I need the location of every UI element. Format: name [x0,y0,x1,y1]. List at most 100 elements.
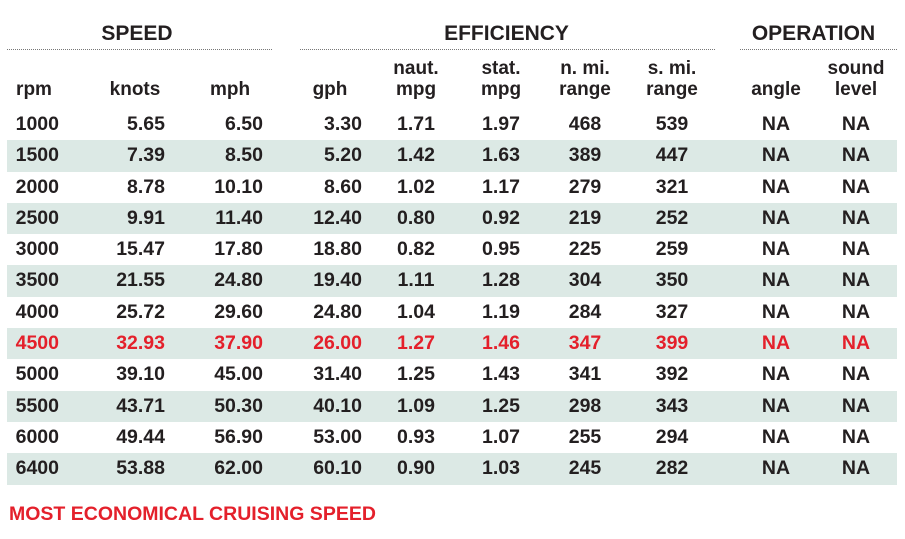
header-rpm: rpm [16,79,52,100]
cell-rpm: 6400 [15,457,59,480]
cell-nmi-range: 284 [568,300,602,323]
cell-gph: 60.10 [313,457,362,480]
cell-smi-range: 392 [655,363,689,386]
cell-nmi-range: 341 [568,363,602,386]
cell-sound: NA [841,394,871,417]
cell-angle: NA [761,175,791,198]
cell-naut-mpg: 0.82 [397,238,435,261]
cell-sound: NA [841,332,871,355]
cell-sound: NA [841,238,871,261]
cell-naut-mpg: 0.80 [397,206,435,229]
cell-stat-mpg: 1.43 [482,363,520,386]
cell-stat-mpg: 1.28 [482,269,520,292]
cell-stat-mpg: 1.46 [482,332,520,355]
header-naut-mpg: naut. mpg [393,58,439,100]
cell-naut-mpg: 1.25 [397,363,435,386]
cell-mph: 11.40 [215,206,263,229]
cell-rpm: 6000 [15,425,59,448]
cell-stat-mpg: 1.07 [482,425,520,448]
cell-stat-mpg: 0.92 [482,206,520,229]
table-row: 3500 21.55 24.80 19.40 1.11 1.28 304 350 NA NA [7,265,897,297]
cell-sound: NA [841,269,871,292]
cell-knots: 32.93 [116,332,165,355]
cell-nmi-range: 389 [568,144,602,167]
cell-nmi-range: 298 [568,394,602,417]
cell-nmi-range: 255 [568,425,602,448]
cell-mph: 50.30 [214,394,263,417]
cell-naut-mpg: 1.11 [397,269,435,292]
cell-naut-mpg: 1.27 [397,332,435,355]
cell-naut-mpg: 1.02 [397,175,435,198]
cell-smi-range: 399 [655,332,689,355]
cell-rpm: 4500 [15,332,59,355]
cell-smi-range: 327 [655,300,689,323]
cell-knots: 7.39 [127,144,165,167]
cell-smi-range: 539 [655,113,689,135]
cell-mph: 24.80 [214,269,263,292]
cell-naut-mpg: 1.42 [397,144,435,167]
cell-sound: NA [841,457,871,480]
cell-nmi-range: 245 [568,457,602,480]
cell-knots: 15.47 [116,238,165,261]
header-sound-level: sound level [827,58,885,100]
cell-nmi-range: 225 [568,238,602,261]
cell-naut-mpg: 0.90 [397,457,435,480]
table-row: 5000 39.10 45.00 31.40 1.25 1.43 341 392 NA NA [7,359,897,390]
cell-rpm: 2000 [15,175,59,198]
table-row: 3000 15.47 17.80 18.80 0.82 0.95 225 259 NA NA [7,234,897,265]
cell-knots: 39.10 [116,363,165,386]
cell-rpm: 1500 [15,144,59,167]
header-knots: knots [109,79,161,100]
cell-mph: 6.50 [225,113,263,135]
cell-gph: 40.10 [313,394,362,417]
cell-gph: 26.00 [313,332,362,355]
cell-smi-range: 343 [655,394,689,417]
cell-knots: 49.44 [116,425,165,448]
table-row: 6000 49.44 56.90 53.00 0.93 1.07 255 294 NA NA [7,422,897,453]
cell-stat-mpg: 1.63 [482,144,520,167]
table-row: 1500 7.39 8.50 5.20 1.42 1.63 389 447 NA NA [7,140,897,172]
header-angle: angle [751,79,801,100]
cell-mph: 29.60 [214,300,263,323]
group-operation-rule [740,49,897,50]
cell-smi-range: 252 [655,206,689,229]
header-mph: mph [209,79,251,100]
cell-knots: 8.78 [127,175,165,198]
cell-stat-mpg: 1.97 [482,113,520,135]
cell-naut-mpg: 1.71 [397,113,435,135]
cell-knots: 21.55 [116,269,165,292]
cell-rpm: 5500 [15,394,59,417]
cell-mph: 56.90 [214,425,263,448]
cell-angle: NA [761,269,791,292]
cell-angle: NA [761,238,791,261]
cell-stat-mpg: 1.25 [482,394,520,417]
cell-rpm: 3000 [15,238,59,261]
cell-rpm: 1000 [15,113,59,135]
cell-smi-range: 259 [655,238,689,261]
cell-stat-mpg: 0.95 [482,238,520,261]
cell-gph: 24.80 [313,300,362,323]
cell-sound: NA [841,206,871,229]
cell-angle: NA [761,113,791,135]
cell-angle: NA [761,144,791,167]
cell-naut-mpg: 1.09 [397,394,435,417]
cell-rpm: 4000 [15,300,59,323]
cell-gph: 53.00 [313,425,362,448]
cell-stat-mpg: 1.03 [482,457,520,480]
cell-angle: NA [761,332,791,355]
cell-nmi-range: 219 [568,206,602,229]
cell-gph: 18.80 [313,238,362,261]
cell-gph: 5.20 [324,144,362,167]
group-speed: SPEED [101,22,173,45]
cell-naut-mpg: 1.04 [397,300,435,323]
cell-mph: 45.00 [214,363,263,386]
cell-angle: NA [761,363,791,386]
header-smi-range: s. mi. range [646,58,698,100]
cell-mph: 8.50 [225,144,263,167]
cell-mph: 17.80 [214,238,263,261]
cell-rpm: 3500 [15,269,59,292]
table-row: 5500 43.71 50.30 40.10 1.09 1.25 298 343 NA NA [7,390,897,422]
cell-nmi-range: 468 [568,113,602,135]
cell-angle: NA [761,425,791,448]
group-efficiency: EFFICIENCY [444,22,569,45]
